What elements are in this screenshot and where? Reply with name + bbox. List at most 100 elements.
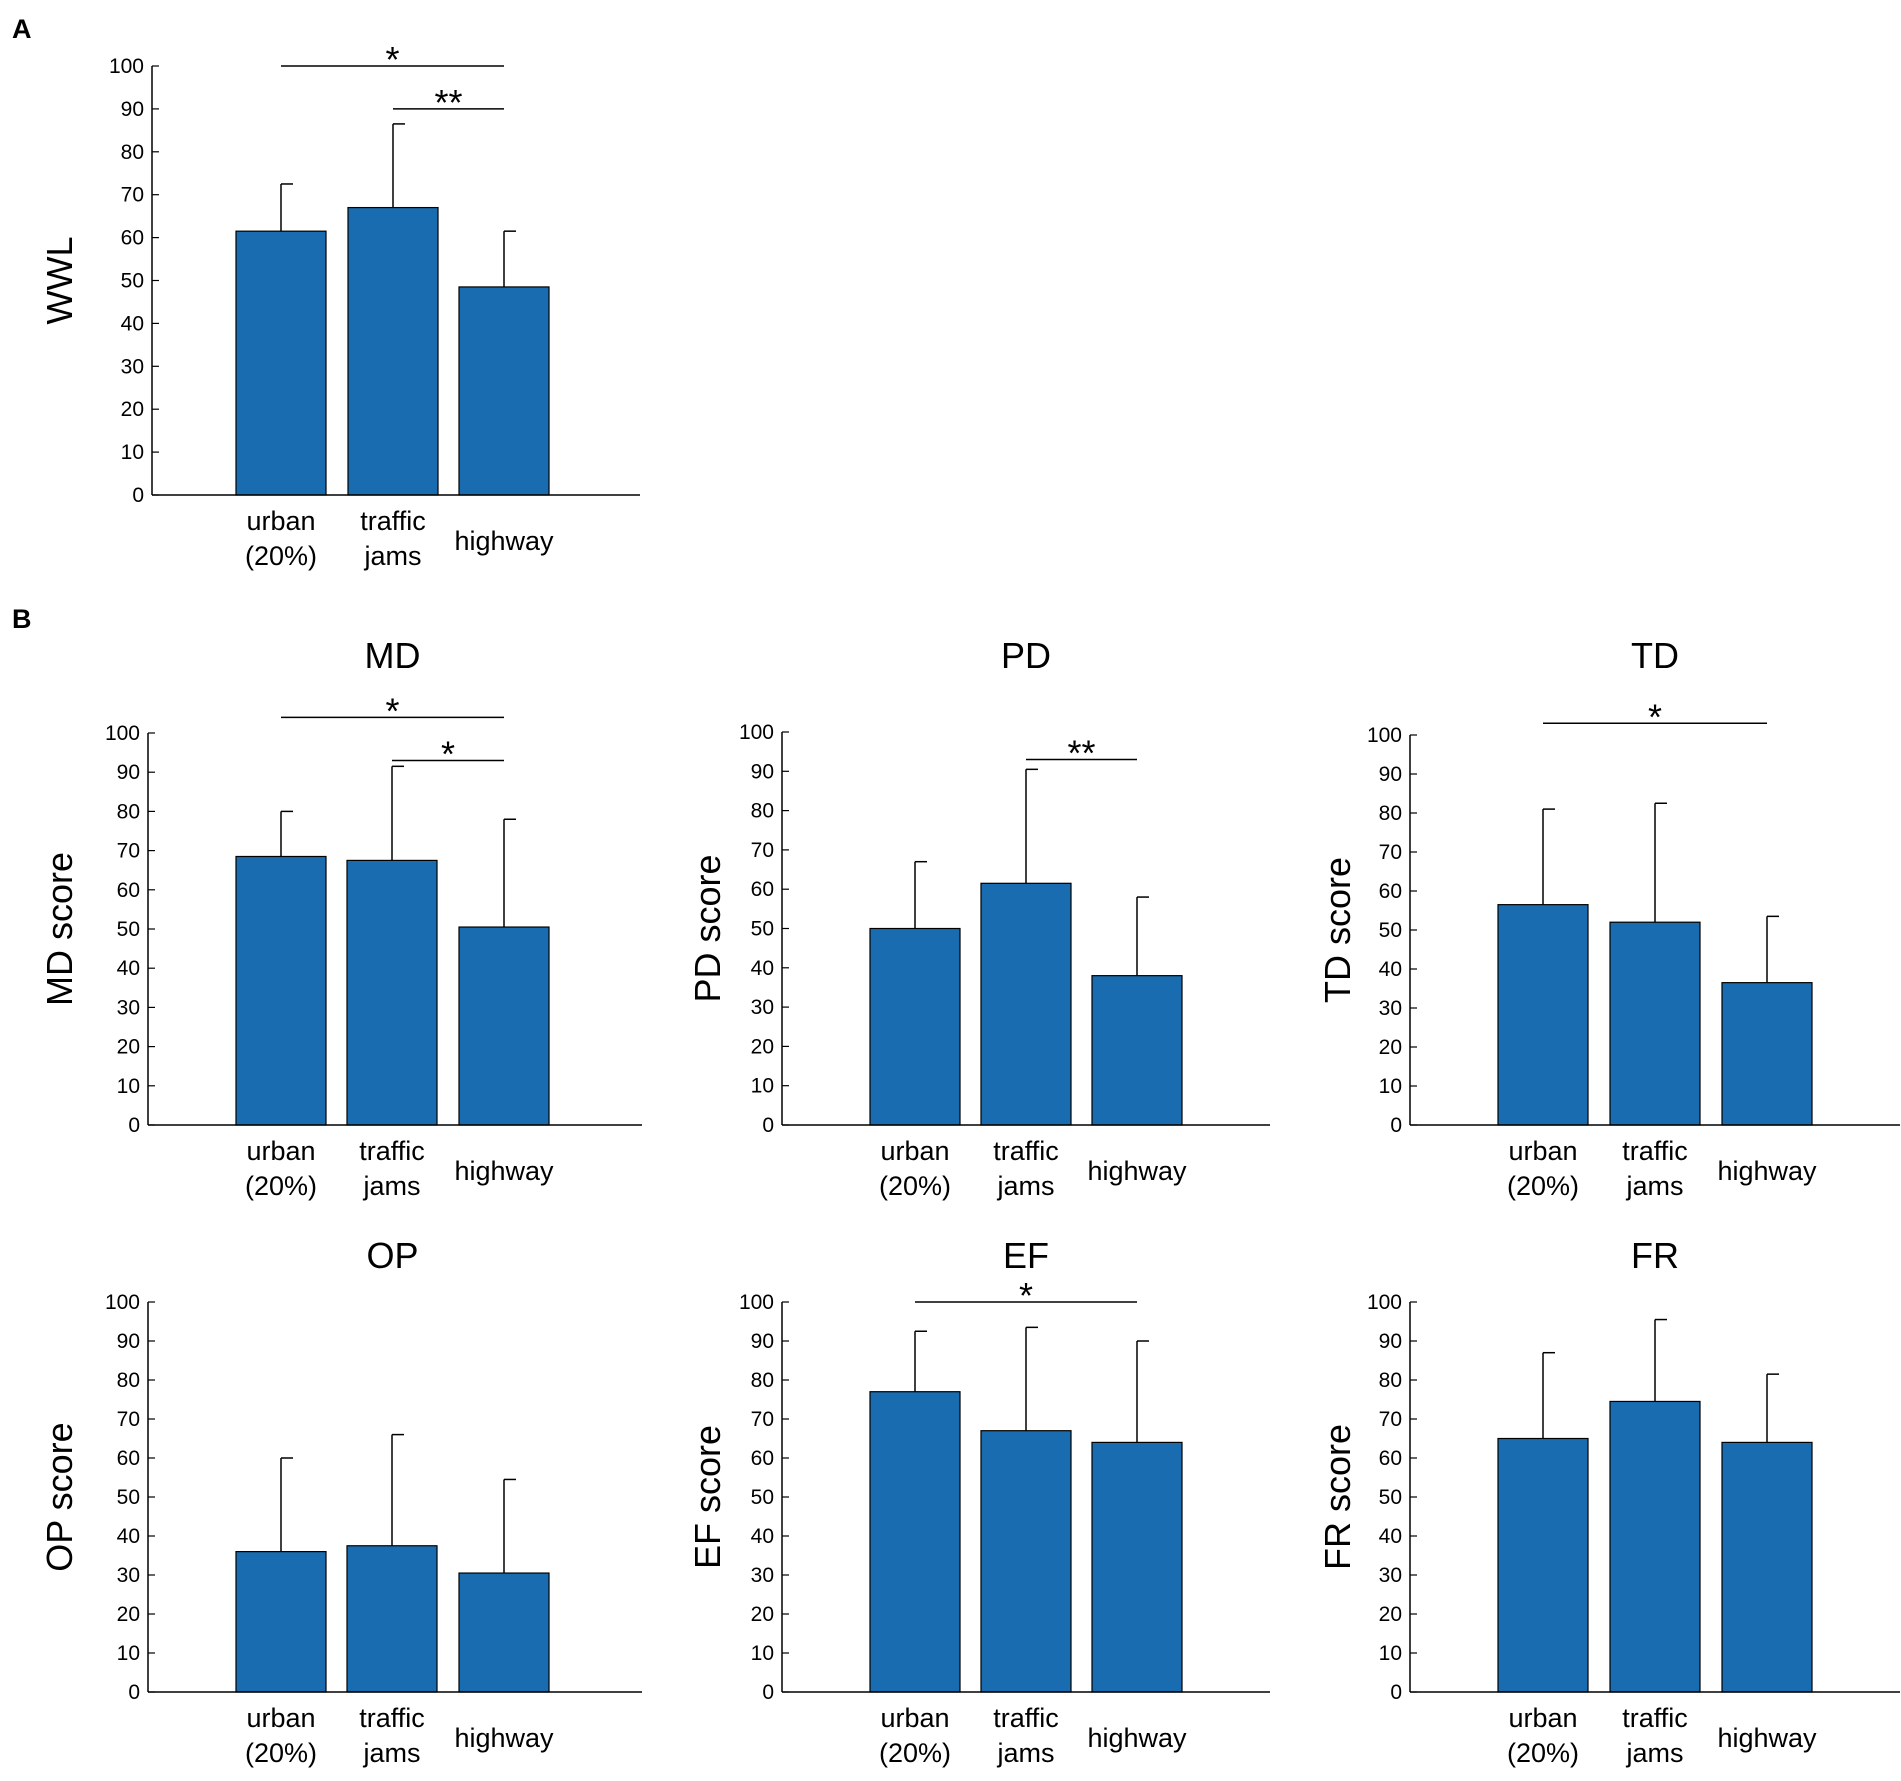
y-tick-label-0: 0 — [128, 1114, 140, 1137]
bar-1 — [346, 859, 438, 1126]
chart-wwl: WWL 0 10 20 30 40 50 60 70 80 90 100 urban (20%) traff… — [39, 39, 640, 571]
y-tick-label-0: 0 — [762, 1114, 774, 1137]
bar-2 — [458, 926, 550, 1126]
y-tick-label-40: 40 — [751, 957, 774, 980]
y-tick-label-60: 60 — [1379, 1447, 1402, 1470]
category-label-1-line-0: traffic — [1622, 1136, 1688, 1166]
category-label-1-line-1: jams — [362, 1738, 420, 1768]
y-tick-label-80: 80 — [117, 1369, 140, 1392]
category-label-2: highway — [454, 1156, 554, 1186]
category-label-0-line-1: (20%) — [245, 541, 317, 571]
y-tick-label-90: 90 — [751, 760, 774, 783]
bar-2 — [458, 286, 550, 496]
y-tick-label-80: 80 — [751, 800, 774, 823]
y-tick-label-60: 60 — [117, 1447, 140, 1470]
y-tick-label-80: 80 — [1379, 802, 1402, 825]
category-label-2: highway — [454, 526, 554, 556]
y-tick-label-50: 50 — [121, 270, 144, 293]
category-label-0-line-1: (20%) — [879, 1171, 951, 1201]
category-label-0-line-0: urban — [246, 506, 315, 536]
y-tick-label-0: 0 — [132, 484, 144, 507]
y-tick-label-70: 70 — [117, 1408, 140, 1431]
bar-0 — [235, 1550, 327, 1693]
y-tick-label-50: 50 — [751, 1486, 774, 1509]
y-tick-label-30: 30 — [751, 1564, 774, 1587]
bar-0 — [235, 230, 327, 496]
y-tick-label-10: 10 — [1379, 1642, 1402, 1665]
y-tick-label-90: 90 — [121, 98, 144, 121]
chart-md: MD MD score 0 10 20 30 40 50 60 70 80 90 100 urban (20… — [39, 635, 642, 1201]
category-label-1-line-1: jams — [996, 1738, 1054, 1768]
chart-title: MD — [365, 635, 421, 676]
category-label-0-line-0: urban — [1508, 1136, 1577, 1166]
y-tick-label-60: 60 — [751, 1447, 774, 1470]
category-label-1-line-1: jams — [1625, 1171, 1683, 1201]
y-tick-label-80: 80 — [117, 800, 140, 823]
panel-label-b: B — [12, 604, 32, 634]
category-label-2: highway — [1717, 1156, 1817, 1186]
bar-0 — [235, 855, 327, 1126]
y-tick-label-30: 30 — [117, 996, 140, 1019]
category-label-1-line-1: jams — [363, 541, 421, 571]
y-tick-label-10: 10 — [117, 1642, 140, 1665]
y-tick-label-60: 60 — [121, 227, 144, 250]
y-tick-label-10: 10 — [751, 1642, 774, 1665]
category-label-0-line-1: (20%) — [245, 1738, 317, 1768]
chart-fr: FR FR score 0 10 20 30 40 50 60 70 80 90 100 urban (20… — [1317, 1235, 1900, 1768]
y-tick-label-70: 70 — [1379, 1408, 1402, 1431]
significance-label-0: * — [385, 690, 399, 731]
significance-label-0: * — [1019, 1275, 1033, 1316]
y-tick-label-10: 10 — [1379, 1075, 1402, 1098]
chart-td: TD TD score 0 10 20 30 40 50 60 70 80 90 100 urban (20… — [1317, 635, 1900, 1201]
significance-label-0: ** — [1067, 733, 1095, 774]
y-tick-label-90: 90 — [1379, 763, 1402, 786]
y-tick-label-30: 30 — [117, 1564, 140, 1587]
y-tick-label-60: 60 — [1379, 880, 1402, 903]
chart-ef: EF EF score 0 10 20 30 40 50 60 70 80 90 100 urban (20… — [687, 1235, 1270, 1768]
y-tick-label-70: 70 — [121, 184, 144, 207]
category-label-0-line-0: urban — [1508, 1703, 1577, 1733]
y-tick-label-60: 60 — [117, 879, 140, 902]
y-tick-label-10: 10 — [121, 441, 144, 464]
category-label-1-line-0: traffic — [1622, 1703, 1688, 1733]
category-label-1-line-0: traffic — [993, 1703, 1059, 1733]
panel-label-a: A — [12, 14, 32, 44]
y-tick-label-50: 50 — [751, 918, 774, 941]
chart-op: OP OP score 0 10 20 30 40 50 60 70 80 90 100 urban (20… — [39, 1235, 642, 1768]
bar-2 — [1721, 1441, 1813, 1693]
y-tick-label-90: 90 — [117, 1330, 140, 1353]
y-tick-label-80: 80 — [121, 141, 144, 164]
category-label-0-line-1: (20%) — [1507, 1171, 1579, 1201]
category-label-2: highway — [454, 1723, 554, 1753]
y-tick-label-40: 40 — [121, 312, 144, 335]
y-tick-label-100: 100 — [739, 1291, 774, 1314]
y-axis-label: FR score — [1317, 1424, 1358, 1570]
category-label-2: highway — [1087, 1723, 1187, 1753]
bar-0 — [869, 1391, 961, 1693]
y-tick-label-20: 20 — [121, 398, 144, 421]
y-tick-label-50: 50 — [1379, 919, 1402, 942]
y-axis-label: PD score — [687, 854, 728, 1002]
y-tick-label-20: 20 — [1379, 1603, 1402, 1626]
y-tick-label-30: 30 — [1379, 1564, 1402, 1587]
y-tick-label-10: 10 — [751, 1075, 774, 1098]
chart-title: PD — [1001, 635, 1051, 676]
bar-0 — [1497, 904, 1589, 1126]
chart-pd: PD PD score 0 10 20 30 40 50 60 70 80 90 100 urban (20… — [687, 635, 1270, 1201]
category-label-2: highway — [1087, 1156, 1187, 1186]
y-tick-label-0: 0 — [1390, 1114, 1402, 1137]
category-label-1-line-1: jams — [996, 1171, 1054, 1201]
category-label-0-line-1: (20%) — [879, 1738, 951, 1768]
category-label-1-line-0: traffic — [359, 1703, 425, 1733]
y-axis-label: MD score — [39, 852, 80, 1006]
significance-label-1: * — [441, 733, 455, 774]
y-tick-label-0: 0 — [762, 1681, 774, 1704]
bar-1 — [347, 206, 439, 496]
category-label-2: highway — [1717, 1723, 1817, 1753]
y-tick-label-100: 100 — [109, 55, 144, 78]
y-tick-label-100: 100 — [739, 721, 774, 744]
bar-1 — [980, 882, 1072, 1126]
bar-1 — [346, 1545, 438, 1693]
y-tick-label-80: 80 — [1379, 1369, 1402, 1392]
y-tick-label-30: 30 — [1379, 997, 1402, 1020]
